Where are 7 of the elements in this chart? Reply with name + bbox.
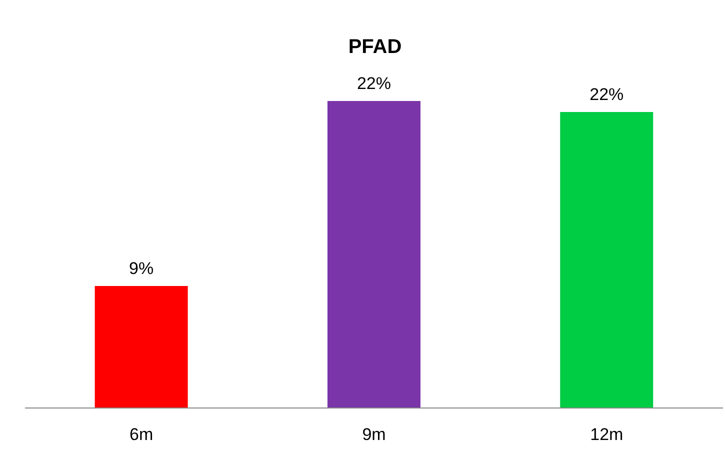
chart-title: PFAD bbox=[347, 36, 403, 59]
data-label: 22% bbox=[356, 74, 391, 93]
data-label: 9% bbox=[129, 259, 154, 278]
x-tick-label: 9m bbox=[362, 425, 386, 444]
x-tick-label: 6m bbox=[130, 425, 154, 444]
x-tick-label: 12m bbox=[590, 425, 624, 444]
data-label: 22% bbox=[590, 84, 624, 104]
